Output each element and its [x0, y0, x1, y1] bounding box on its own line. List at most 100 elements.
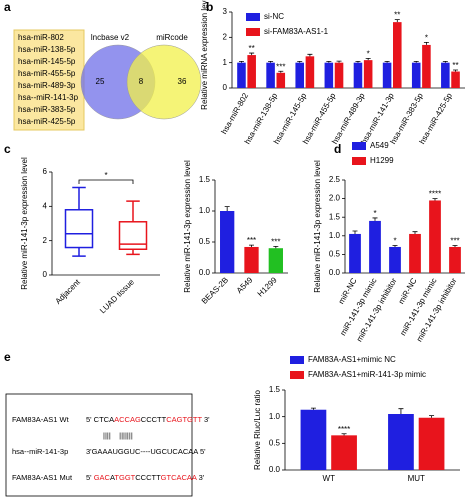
bar — [393, 22, 402, 89]
mirna-list-box — [13, 29, 85, 131]
error-bar — [307, 53, 313, 57]
legend-swatch — [246, 13, 260, 21]
y-tick-label: 0.0 — [269, 465, 281, 474]
legend-label: FAM83A-AS1+mimic NC — [308, 355, 396, 364]
error-bar — [310, 407, 316, 410]
error-bar — [238, 61, 244, 63]
sequence-label: FAM83A-AS1 Wt — [12, 415, 70, 424]
bar — [334, 62, 344, 88]
error-bar — [326, 61, 332, 63]
error-bar — [336, 60, 342, 63]
error-bar — [432, 198, 438, 201]
sequence-label: hsa--miR-141-3p — [12, 447, 68, 456]
whisker-lower — [126, 249, 140, 256]
sequence: 5' CTCAACCAGCCCTTCAGTGTT 3' — [86, 415, 210, 424]
significance-label: *** — [276, 62, 285, 71]
bar — [382, 62, 392, 88]
panel-label: a — [4, 0, 11, 14]
sequence: 5' GACATGGTCCCTTGTCACAA 3' — [86, 473, 205, 482]
error-bar — [249, 52, 255, 56]
y-tick-label: 0 — [43, 270, 48, 279]
bar — [369, 220, 381, 273]
bar — [276, 72, 286, 88]
y-tick-label: 3 — [223, 7, 228, 16]
significance-bracket — [78, 179, 134, 184]
significance-label: ** — [452, 61, 458, 70]
significance-label: * — [425, 34, 428, 43]
error-bar — [392, 245, 398, 247]
y-tick-label: 2 — [223, 32, 228, 41]
mirna-item: hsa-miR-802 — [18, 33, 64, 42]
error-bar — [429, 415, 435, 418]
bar — [266, 62, 275, 88]
y-tick-label: 2.0 — [329, 194, 341, 203]
y-tick-label: 1.0 — [269, 412, 281, 421]
y-tick-label: 1.0 — [329, 231, 341, 240]
bar — [353, 62, 363, 88]
sequence-segment: 5' — [86, 473, 94, 482]
y-axis-label: Relative miR-141-3p expression level — [183, 160, 192, 293]
y-tick-label: 1 — [223, 58, 228, 67]
significance-label: ** — [394, 11, 400, 20]
error-bar — [413, 61, 419, 63]
bar — [268, 248, 283, 273]
legend-swatch — [290, 356, 304, 364]
error-bar — [224, 206, 230, 211]
significance-label: ** — [249, 44, 255, 53]
y-tick-label: 2 — [43, 236, 48, 245]
y-tick-label: 0.0 — [329, 268, 341, 277]
error-bar — [412, 231, 418, 234]
sequence-segment: CCCTT — [135, 473, 161, 482]
error-bar — [452, 245, 458, 247]
mirna-item: hsa--miR-141-3p — [18, 93, 79, 102]
error-bar — [384, 61, 390, 63]
box — [118, 221, 148, 251]
bar — [451, 71, 460, 88]
legend-swatch — [246, 28, 260, 36]
venn-circle — [126, 44, 202, 120]
significance-label: * — [367, 49, 370, 58]
x-tick-label: MUT — [408, 474, 425, 483]
legend-label: A549 — [370, 141, 389, 150]
error-bar — [352, 230, 358, 234]
y-tick-label: 0.0 — [199, 268, 211, 277]
bar — [389, 246, 401, 273]
panel-label: b — [206, 0, 213, 14]
whisker-upper — [126, 200, 140, 222]
bar — [220, 211, 235, 273]
legend-label: FAM83A-AS1+miR-141-3p mimic — [308, 370, 426, 379]
significance-label: *** — [247, 236, 256, 245]
y-tick-label: 6 — [43, 167, 48, 176]
legend-swatch — [352, 142, 366, 150]
bar — [300, 409, 327, 470]
sequence-segment: CCCTT — [141, 415, 167, 424]
bar — [305, 56, 315, 88]
panel-label: e — [4, 350, 11, 364]
bar — [388, 414, 414, 470]
sequence-segment: TGGT — [114, 473, 135, 482]
error-bar — [394, 19, 400, 23]
error-bar — [268, 61, 274, 63]
legend-label: si-NC — [264, 12, 284, 21]
y-tick-label: 1.0 — [199, 206, 211, 215]
mirna-item: hsa-miR-425-5p — [18, 117, 76, 126]
y-axis-label: Relative miR-141-3p expression level — [313, 160, 322, 293]
y-tick-label: 1.5 — [329, 212, 341, 221]
error-bar — [423, 42, 429, 45]
bar — [418, 417, 445, 470]
significance-label: **** — [338, 425, 350, 434]
sequence-segment: ACCAG — [114, 415, 141, 424]
y-tick-label: 2.5 — [329, 175, 341, 184]
whisker-upper — [72, 186, 86, 210]
y-axis-label: Relative Rluc/Luc ratio — [253, 389, 262, 470]
error-bar — [278, 70, 284, 73]
bar — [331, 435, 357, 470]
bar — [411, 62, 421, 88]
bar — [247, 55, 256, 88]
legend-swatch — [352, 157, 366, 165]
base-pairs: |||| ||||||| — [103, 431, 133, 440]
y-tick-label: 0.5 — [329, 250, 341, 259]
legend-label: si-FAM83A-AS1-1 — [264, 27, 329, 36]
y-axis-label: Relative miR-141-3p expression level — [20, 157, 29, 290]
